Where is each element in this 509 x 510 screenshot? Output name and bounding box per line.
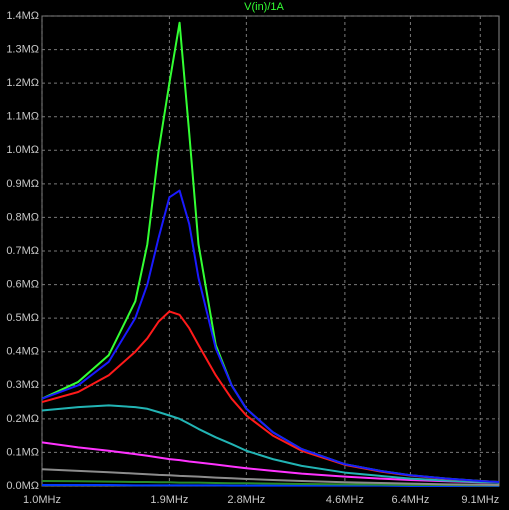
y-tick-label: 0.9MΩ [6, 178, 39, 190]
x-tick-label: 6.4MHz [391, 494, 429, 506]
series-line [41, 441, 500, 484]
series-line [41, 479, 499, 487]
y-tick-label: 0.6MΩ [6, 278, 39, 290]
x-tick-label: 1.0MHz [23, 494, 61, 506]
y-tick-label: 0.7MΩ [6, 245, 39, 257]
series-line [41, 404, 500, 484]
y-tick-label: 0.3MΩ [6, 379, 39, 391]
x-tick-label: 9.1MHz [461, 494, 499, 506]
y-tick-label: 1.3MΩ [6, 43, 39, 55]
y-tick-label: 1.2MΩ [6, 77, 39, 89]
y-tick-label: 0.8MΩ [6, 211, 39, 223]
y-tick-label: 1.0MΩ [6, 144, 39, 156]
x-tick-label: 1.9MHz [150, 494, 188, 506]
y-tick-label: 0.0MΩ [6, 480, 39, 492]
series-line [41, 468, 500, 486]
y-tick-label: 0.2MΩ [6, 413, 39, 425]
y-tick-label: 0.5MΩ [6, 312, 39, 324]
y-tick-label: 1.1MΩ [6, 111, 39, 123]
series-line [42, 483, 499, 487]
y-tick-label: 1.4MΩ [6, 10, 39, 22]
y-tick-label: 0.1MΩ [6, 446, 39, 458]
y-tick-label: 0.4MΩ [6, 346, 39, 358]
series-line [41, 189, 500, 483]
x-tick-label: 4.6MHz [326, 494, 364, 506]
chart-title: V(in)/1A [244, 1, 284, 13]
x-tick-label: 2.8MHz [227, 494, 265, 506]
